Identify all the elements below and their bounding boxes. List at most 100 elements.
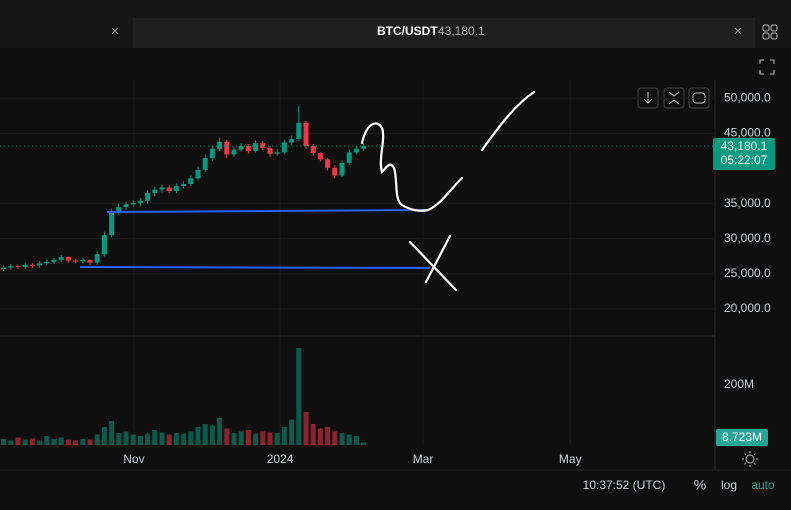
candle-body [65,257,71,261]
volume-label-box [716,429,768,446]
volume-bar [80,438,86,445]
volume-bar [116,432,122,445]
candle-body [173,186,179,191]
volume-bar [303,411,309,445]
price-label: 43,180.1 [721,139,768,153]
volume-bar [29,438,35,445]
volume-bar [58,437,64,445]
x-tick-label: May [559,452,582,466]
candle-body [317,153,323,160]
volume-bar [346,434,352,445]
active-tab[interactable] [133,18,755,48]
candle-body [123,204,129,208]
candle-body [303,122,309,147]
log-toggle[interactable]: log [721,478,737,492]
candle-body [231,149,237,155]
volume-bar [238,431,244,445]
candle-body [353,148,359,153]
volume-bar [274,432,280,445]
candle-body [159,187,165,190]
y-tick-label: 30,000.0 [724,231,771,245]
candle-body [87,259,93,263]
candle-body [130,202,136,205]
candle-body [44,261,50,264]
x-tick-label: Nov [123,452,144,466]
price-label-box [713,138,775,170]
candle-body [195,169,201,179]
volume-bar [267,432,273,445]
candle-body [253,143,259,151]
volume-bar [296,348,302,445]
volume-bar [361,442,367,445]
volume-bar [310,423,316,445]
candle-body [325,159,331,168]
volume-bar [166,434,172,445]
candle-body [188,178,194,184]
candle-body [8,266,14,268]
volume-bar [101,426,107,445]
candle-body [310,146,316,154]
candle-body [109,212,115,236]
candle-body [145,193,151,201]
volume-bar [44,435,50,445]
settings-icon[interactable] [742,451,758,467]
candle-body [224,141,230,155]
candle-body [101,235,107,255]
volume-bar [137,435,143,445]
volume-bar [94,434,100,445]
candle-body [209,148,215,158]
volume-bar [15,437,21,445]
candle-body [73,260,79,262]
trend-line-drawing[interactable] [106,209,426,213]
close-tab[interactable]: × [734,23,742,39]
volume-bar [353,435,359,445]
candle-body [152,189,158,194]
candle-body [51,259,57,262]
candle-body [281,142,287,153]
volume-bar [73,440,79,445]
candle-body [267,148,273,154]
percent-toggle[interactable]: % [694,477,706,493]
volume-bar [224,428,230,445]
candle-body [37,263,43,266]
clock: 10:37:52 (UTC) [583,478,666,492]
volume-bar [22,439,28,445]
volume-bar [181,433,187,445]
volume-bar [37,440,43,445]
auto-toggle[interactable]: auto [751,478,775,492]
y-tick-label: 45,000.0 [724,126,771,140]
x-tick-label: 2024 [267,452,294,466]
volume-bar [109,420,115,445]
countdown: 05:22:07 [721,153,768,167]
y-tick-label: 35,000.0 [724,196,771,210]
volume-bar [332,431,338,445]
trend-line-drawing[interactable] [79,266,431,269]
candle-body [166,187,172,191]
y-tick-label: 20,000.0 [724,301,771,315]
layout-icon[interactable] [762,24,778,40]
candle-body [137,200,143,203]
volume-bar [159,432,165,445]
close-tab[interactable]: × [111,23,119,39]
volume-bar [152,429,158,445]
candle-body [289,139,295,143]
volume-bar [188,431,194,445]
tab-title: BTC/USDT [377,24,438,38]
candle-body [217,141,223,149]
volume-bar [260,431,266,445]
volume-bar [123,431,129,445]
volume-bar [173,432,179,445]
candle-body [29,264,35,266]
volume-bar [1,438,7,445]
volume-bar [339,432,345,445]
x-tick-label: Mar [413,452,434,466]
candle-body [181,183,187,187]
candle-body [238,146,244,150]
volume-bar [253,433,259,445]
volume-bar [217,417,223,445]
volume-bar [145,433,151,445]
freehand-drawing[interactable] [360,90,536,292]
fullscreen-icon[interactable] [759,59,775,75]
